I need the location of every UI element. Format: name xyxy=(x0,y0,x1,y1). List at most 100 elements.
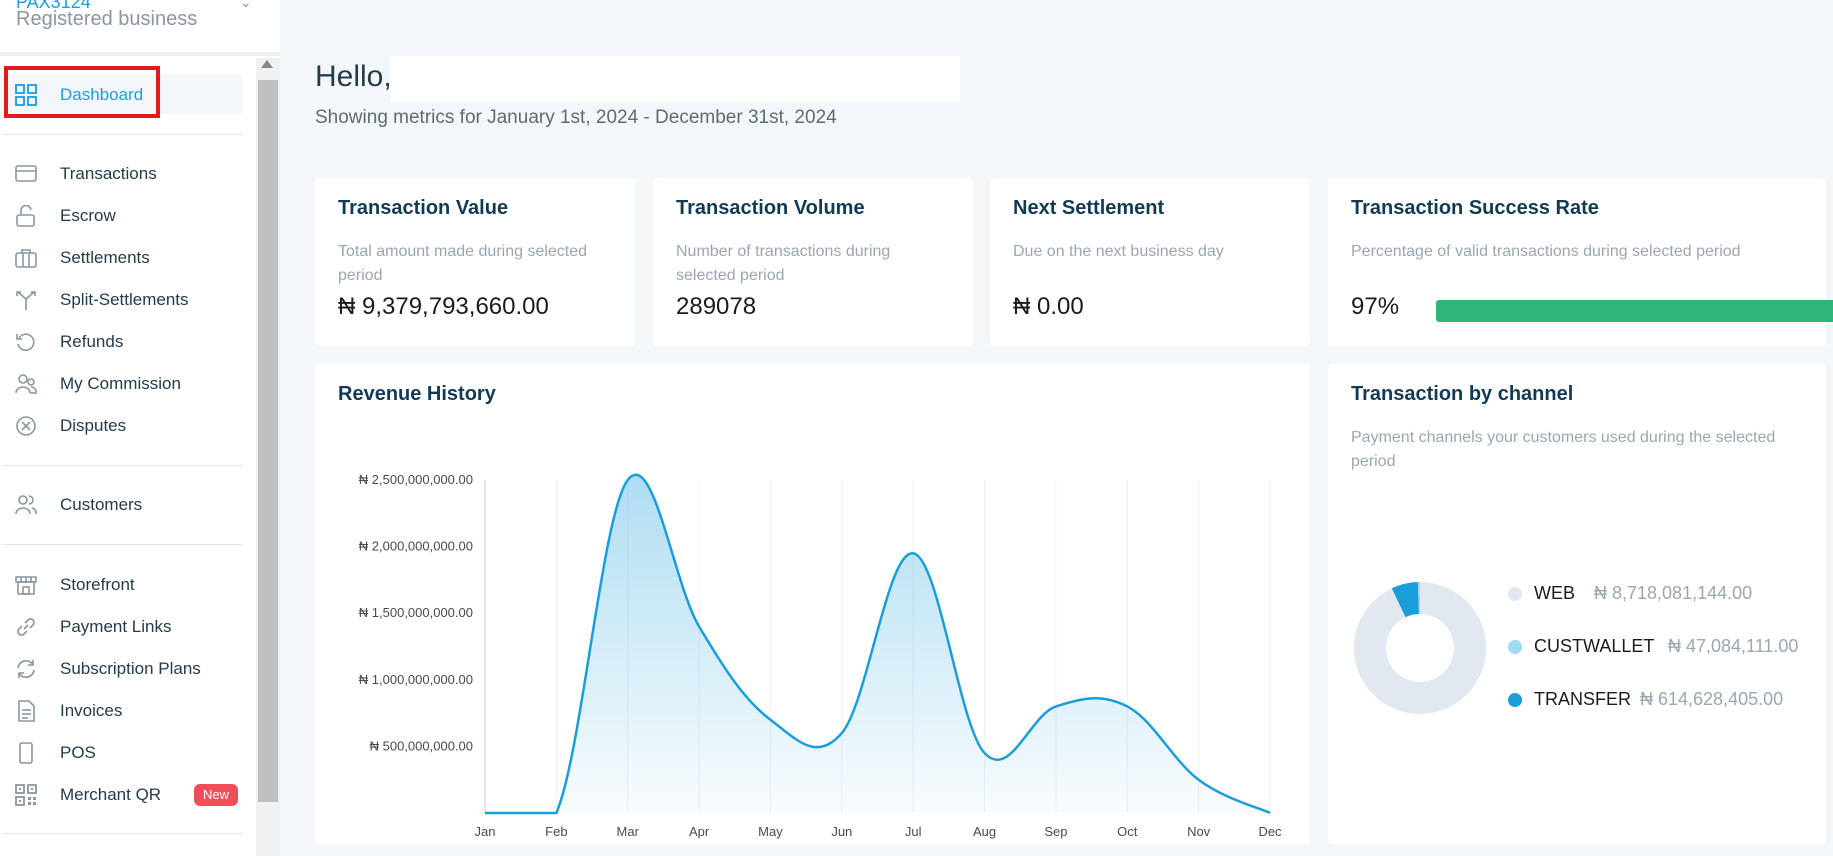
sidebar-item-split-settlements[interactable]: Split-Settlements xyxy=(0,279,242,319)
next-settlement-card: Next Settlement Due on the next business… xyxy=(990,178,1310,346)
sidebar-item-disputes[interactable]: Disputes xyxy=(0,405,242,445)
sidebar-item-my-commission[interactable]: My Commission xyxy=(0,363,242,403)
legend-dot xyxy=(1508,587,1522,601)
sidebar-item-label: Subscription Plans xyxy=(60,659,201,678)
scroll-up-arrow-icon[interactable] xyxy=(261,60,273,68)
success-rate-progress-bar xyxy=(1436,300,1833,322)
refund-icon xyxy=(14,331,38,353)
dashboard-highlight-box xyxy=(4,66,160,118)
sidebar-scrollbar[interactable] xyxy=(256,58,280,856)
transaction-volume-card: Transaction Volume Number of transaction… xyxy=(653,178,973,346)
sidebar-item-customers[interactable]: Customers xyxy=(0,484,242,524)
new-badge: New xyxy=(194,784,239,806)
x-tick-label: Dec xyxy=(1258,824,1282,839)
revenue-line xyxy=(485,473,1271,815)
y-tick-label: ₦ 500,000,000.00 xyxy=(370,738,473,753)
sidebar-item-payment-links[interactable]: Payment Links xyxy=(0,606,242,646)
briefcase-icon xyxy=(14,247,38,269)
sidebar-item-invoices[interactable]: Invoices xyxy=(0,690,242,730)
scrollbar-thumb[interactable] xyxy=(258,80,278,802)
customers-icon xyxy=(14,494,38,516)
sidebar-item-transactions[interactable]: Transactions xyxy=(0,153,242,193)
sidebar-item-label: Settlements xyxy=(60,248,150,267)
success-rate-card: Transaction Success Rate Percentage of v… xyxy=(1328,178,1833,346)
transaction-value-card: Transaction Value Total amount made duri… xyxy=(315,178,635,346)
sidebar-item-label: Merchant QR xyxy=(60,785,162,804)
card-title: Transaction by channel xyxy=(1351,383,1574,405)
sidebar-item-label: Transactions xyxy=(60,164,157,183)
sidebar-item-label: My Commission xyxy=(60,374,181,393)
x-tick-label: Jul xyxy=(905,824,922,839)
card-description: Total amount made during selected period xyxy=(338,243,588,284)
sidebar-item-label: Storefront xyxy=(60,575,135,594)
y-tick-label: ₦ 2,000,000,000.00 xyxy=(359,539,473,554)
split-icon xyxy=(14,289,38,311)
legend-name: CUSTWALLET xyxy=(1534,636,1655,656)
sidebar-item-label: Payment Links xyxy=(60,617,172,636)
channel-donut-chart xyxy=(1354,582,1486,714)
x-tick-label: Oct xyxy=(1117,824,1138,839)
sidebar-item-dashboard[interactable]: Dashboard xyxy=(0,74,242,114)
sidebar-item-refunds[interactable]: Refunds xyxy=(0,321,242,361)
device-icon xyxy=(14,742,38,764)
nav-divider xyxy=(2,833,242,834)
legend-dot xyxy=(1508,693,1522,707)
y-tick-label: ₦ 1,000,000,000.00 xyxy=(359,672,473,687)
card-icon xyxy=(14,163,38,185)
channel-card: Transaction by channel Payment channels … xyxy=(1328,364,1826,844)
x-tick-label: Aug xyxy=(973,824,996,839)
sidebar-item-label: Escrow xyxy=(60,206,116,225)
x-tick-label: May xyxy=(758,824,783,839)
card-description: Number of transactions during selected p… xyxy=(676,243,891,284)
donut-slice-transfer[interactable] xyxy=(1391,582,1419,618)
x-tick-label: Sep xyxy=(1044,824,1067,839)
qr-icon xyxy=(14,784,38,806)
progress-fill xyxy=(1436,300,1833,322)
sidebar-item-escrow[interactable]: Escrow xyxy=(0,195,242,235)
sidebar-item-subscription-plans[interactable]: Subscription Plans xyxy=(0,648,242,688)
card-title: Transaction Volume xyxy=(676,197,865,219)
sidebar-item-label: Customers xyxy=(60,495,143,514)
sidebar-item-label: Refunds xyxy=(60,332,124,351)
donut-slice-custwallet[interactable] xyxy=(1417,582,1420,615)
sidebar-item-merchant-qr[interactable]: Merchant QR New xyxy=(0,774,242,814)
x-tick-label: Mar xyxy=(617,824,640,839)
revenue-area xyxy=(485,474,1270,813)
sidebar-item-storefront[interactable]: Storefront xyxy=(0,564,242,604)
legend-amount: ₦ 614,628,405.00 xyxy=(1640,689,1784,709)
sidebar-item-label: Split-Settlements xyxy=(60,290,189,309)
business-id[interactable]: PAX3124 xyxy=(16,0,91,12)
x-tick-label: Feb xyxy=(545,824,567,839)
chart-title: Revenue History xyxy=(338,383,496,405)
y-tick-label: ₦ 2,500,000,000.00 xyxy=(359,472,473,487)
chevron-down-icon[interactable]: ⌄ xyxy=(240,0,252,10)
card-description: Payment channels your customers used dur… xyxy=(1351,429,1776,470)
document-icon xyxy=(14,700,38,722)
grid-icon xyxy=(14,84,38,106)
legend-name: TRANSFER xyxy=(1534,689,1632,709)
donut-slice-web[interactable] xyxy=(1354,582,1486,714)
x-tick-label: Jun xyxy=(831,824,852,839)
y-tick-label: ₦ 1,500,000,000.00 xyxy=(359,605,473,620)
sidebar-item-settlements[interactable]: Settlements xyxy=(0,237,242,277)
sidebar-item-pos[interactable]: POS xyxy=(0,732,242,772)
card-description: Due on the next business day xyxy=(1013,243,1224,260)
nav-divider xyxy=(2,134,242,135)
link-icon xyxy=(14,616,38,638)
sidebar-item-label: Dashboard xyxy=(60,85,144,104)
user-name-redacted xyxy=(390,56,960,102)
x-tick-label: Apr xyxy=(689,824,710,839)
x-tick-label: Jan xyxy=(475,824,496,839)
metrics-range: Showing metrics for January 1st, 2024 - … xyxy=(315,107,837,128)
sidebar-item-label: Invoices xyxy=(60,701,123,720)
sidebar-item-label: POS xyxy=(60,743,96,762)
legend-dot xyxy=(1508,640,1522,654)
sidebar-item-label: Disputes xyxy=(60,416,127,435)
legend-amount: ₦ 47,084,111.00 xyxy=(1668,636,1799,656)
card-title: Next Settlement xyxy=(1013,197,1165,219)
card-value: 289078 xyxy=(676,293,757,320)
card-description: Percentage of valid transactions during … xyxy=(1351,243,1741,260)
card-value: ₦ 0.00 xyxy=(1013,293,1084,320)
card-value: ₦ 9,379,793,660.00 xyxy=(338,293,549,320)
users-icon xyxy=(14,373,38,395)
